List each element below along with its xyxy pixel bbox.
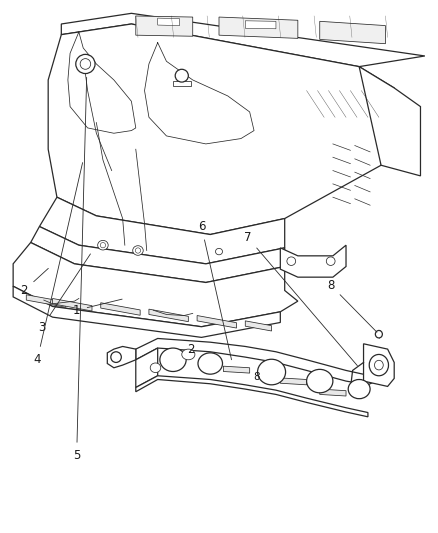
Ellipse shape xyxy=(215,248,223,255)
Ellipse shape xyxy=(150,363,161,373)
Ellipse shape xyxy=(287,257,296,265)
Polygon shape xyxy=(13,243,298,327)
Ellipse shape xyxy=(374,360,383,370)
Polygon shape xyxy=(26,295,66,307)
Text: 5: 5 xyxy=(73,77,87,462)
Polygon shape xyxy=(31,227,285,282)
Polygon shape xyxy=(245,21,276,29)
Ellipse shape xyxy=(135,248,141,253)
Polygon shape xyxy=(320,389,346,396)
Polygon shape xyxy=(61,13,425,67)
Text: 4: 4 xyxy=(33,163,83,366)
Polygon shape xyxy=(280,245,346,277)
Polygon shape xyxy=(223,366,250,373)
Polygon shape xyxy=(101,303,140,316)
Polygon shape xyxy=(136,376,368,417)
Ellipse shape xyxy=(100,243,106,248)
Polygon shape xyxy=(158,18,180,26)
Ellipse shape xyxy=(258,359,286,385)
Text: 7: 7 xyxy=(244,231,357,366)
Polygon shape xyxy=(53,298,92,311)
Polygon shape xyxy=(48,24,394,235)
Ellipse shape xyxy=(198,353,223,374)
Polygon shape xyxy=(359,67,420,176)
Ellipse shape xyxy=(98,240,108,250)
Polygon shape xyxy=(280,378,307,385)
Ellipse shape xyxy=(175,69,188,82)
Polygon shape xyxy=(364,344,394,386)
Ellipse shape xyxy=(348,379,370,399)
Polygon shape xyxy=(245,321,272,331)
Ellipse shape xyxy=(80,59,91,69)
Ellipse shape xyxy=(133,246,143,255)
Ellipse shape xyxy=(375,330,382,338)
Polygon shape xyxy=(39,197,285,264)
Text: 1: 1 xyxy=(73,299,122,317)
Ellipse shape xyxy=(160,348,186,372)
Ellipse shape xyxy=(76,54,95,74)
Polygon shape xyxy=(219,17,298,38)
Polygon shape xyxy=(107,346,136,368)
Polygon shape xyxy=(13,286,280,337)
Text: 6: 6 xyxy=(198,220,232,360)
Text: 2: 2 xyxy=(20,269,48,297)
Polygon shape xyxy=(136,348,158,387)
Text: 8: 8 xyxy=(327,279,377,332)
Polygon shape xyxy=(136,16,193,36)
Text: 3: 3 xyxy=(38,254,90,334)
Polygon shape xyxy=(320,21,385,44)
Text: 2: 2 xyxy=(187,343,194,356)
Ellipse shape xyxy=(307,369,333,393)
Ellipse shape xyxy=(326,257,335,265)
Text: 8: 8 xyxy=(253,373,260,382)
Ellipse shape xyxy=(369,354,389,376)
Ellipse shape xyxy=(182,349,195,360)
Polygon shape xyxy=(197,316,237,328)
Polygon shape xyxy=(173,81,191,86)
Polygon shape xyxy=(136,338,381,385)
Polygon shape xyxy=(149,309,188,322)
Ellipse shape xyxy=(111,352,121,362)
